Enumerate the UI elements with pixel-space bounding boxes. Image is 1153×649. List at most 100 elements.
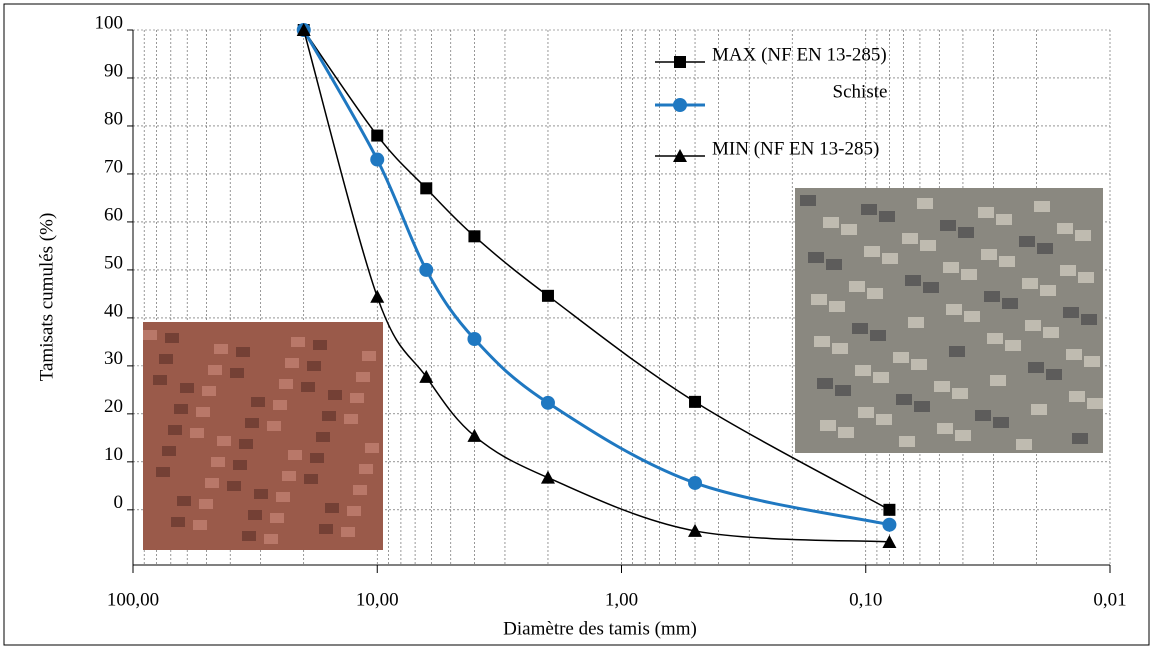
chart: Diamètre des tamis (mm) Tamisats cumulés… [0,0,1153,649]
photo-detail [208,365,222,375]
photo-detail [282,471,296,481]
photo-detail [168,425,182,435]
photo-detail [199,499,213,509]
photo-detail [896,394,912,405]
marker [419,263,433,277]
photo-detail [276,492,290,502]
photo-detail [310,453,324,463]
photo-detail [873,372,889,383]
photo-detail [230,368,244,378]
photo-detail [993,417,1009,428]
photo-detail [153,375,167,385]
photo-detail [251,397,265,407]
marker [883,504,895,516]
x-tick-label: 0,10 [849,589,882,610]
photo-detail [955,430,971,441]
x-tick-label: 1,00 [605,589,638,610]
photo-detail [946,304,962,315]
photo-detail [943,262,959,273]
photo-detail [920,240,936,251]
x-tick-label: 100,00 [107,589,159,610]
photo-detail [279,379,293,389]
photo-detail [808,252,824,263]
photo-detail [227,481,241,491]
photo-detail [1034,201,1050,212]
x-axis-label: Diamètre des tamis (mm) [503,618,697,639]
photo-detail [1069,391,1085,402]
photo-detail [165,333,179,343]
photo-detail [359,464,373,474]
photo-detail [202,386,216,396]
photo-detail [1084,356,1100,367]
photo-detail [301,382,315,392]
legend-marker [673,98,687,112]
photo-detail [174,404,188,414]
photo-detail [143,330,157,340]
y-tick-label: 0 [114,492,124,513]
y-tick-label: 50 [104,252,123,273]
photo-detail [820,420,836,431]
photo-detail [870,330,886,341]
photo-detail [879,211,895,222]
photo-detail [911,359,927,370]
photo-detail [322,411,336,421]
photo-detail [1002,298,1018,309]
photo-detail [171,517,185,527]
y-tick-label: 10 [104,444,123,465]
photo-detail [1025,320,1041,331]
photo-detail [1031,404,1047,415]
marker [370,290,384,303]
y-tick-label: 60 [104,204,123,225]
photo-detail [902,233,918,244]
y-tick-label: 40 [104,300,123,321]
photo-detail [949,346,965,357]
photo-detail [1081,314,1097,325]
photo-detail [211,457,225,467]
photo-detail [987,333,1003,344]
photo-detail [205,478,219,488]
photo-detail [1087,398,1103,409]
marker [370,153,384,167]
y-tick-label: 30 [104,348,123,369]
photo-detail [196,407,210,417]
photo-detail [193,520,207,530]
marker [541,471,555,484]
photo-detail [882,253,898,264]
marker [467,332,481,346]
photo-detail [239,439,253,449]
photo-detail [958,227,974,238]
photo-detail [365,443,379,453]
photo-detail [861,204,877,215]
photo-detail [855,365,871,376]
photo-detail [811,294,827,305]
photo-detail [159,354,173,364]
photo-detail [1060,265,1076,276]
photo-detail [984,291,1000,302]
photo-detail [1005,340,1021,351]
photo-detail [236,347,250,357]
photo-detail [264,534,278,544]
photo-detail [817,378,833,389]
photo-detail [1046,369,1062,380]
photo-detail [814,336,830,347]
photo-detail [1022,278,1038,289]
photo-detail [917,198,933,209]
photo-detail [362,351,376,361]
marker [541,396,555,410]
photo-detail [832,343,848,354]
photo-detail [823,217,839,228]
photo-detail [267,421,281,431]
photo-detail [356,372,370,382]
photo-detail [350,393,364,403]
photo-detail [975,410,991,421]
photo-detail [876,414,892,425]
marker [371,130,383,142]
photo-detail [344,414,358,424]
photo-detail [304,474,318,484]
photo-detail [841,224,857,235]
photo-detail [353,485,367,495]
photo-detail [233,460,247,470]
photo-detail [242,531,256,541]
photo-detail [908,317,924,328]
photo-detail [829,301,845,312]
